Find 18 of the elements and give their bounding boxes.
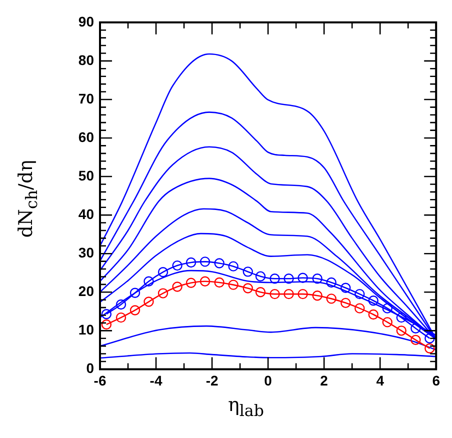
y-tick-label: 20 bbox=[78, 282, 94, 299]
x-tick-label: -2 bbox=[206, 372, 218, 388]
x-tick-label: 6 bbox=[432, 372, 440, 388]
y-tick-label: 60 bbox=[78, 128, 94, 145]
y-tick-label: 30 bbox=[78, 244, 94, 260]
y-tick-label: 0 bbox=[86, 360, 94, 376]
x-tick-label: 0 bbox=[264, 372, 272, 388]
y-tick-label: 50 bbox=[78, 167, 94, 184]
y-tick-label: 90 bbox=[78, 13, 94, 30]
x-tick-label: -6 bbox=[94, 372, 106, 388]
y-tick-label: 70 bbox=[78, 90, 94, 106]
x-tick-label: 4 bbox=[376, 372, 384, 388]
y-tick-label: 80 bbox=[78, 52, 94, 68]
x-tick-label: -4 bbox=[150, 372, 162, 388]
x-axis-title: η$_{lab}$ bbox=[228, 394, 264, 420]
y-tick-label: 10 bbox=[78, 322, 94, 338]
y-tick-label: 40 bbox=[78, 206, 94, 222]
x-tick-label: 2 bbox=[320, 372, 328, 388]
